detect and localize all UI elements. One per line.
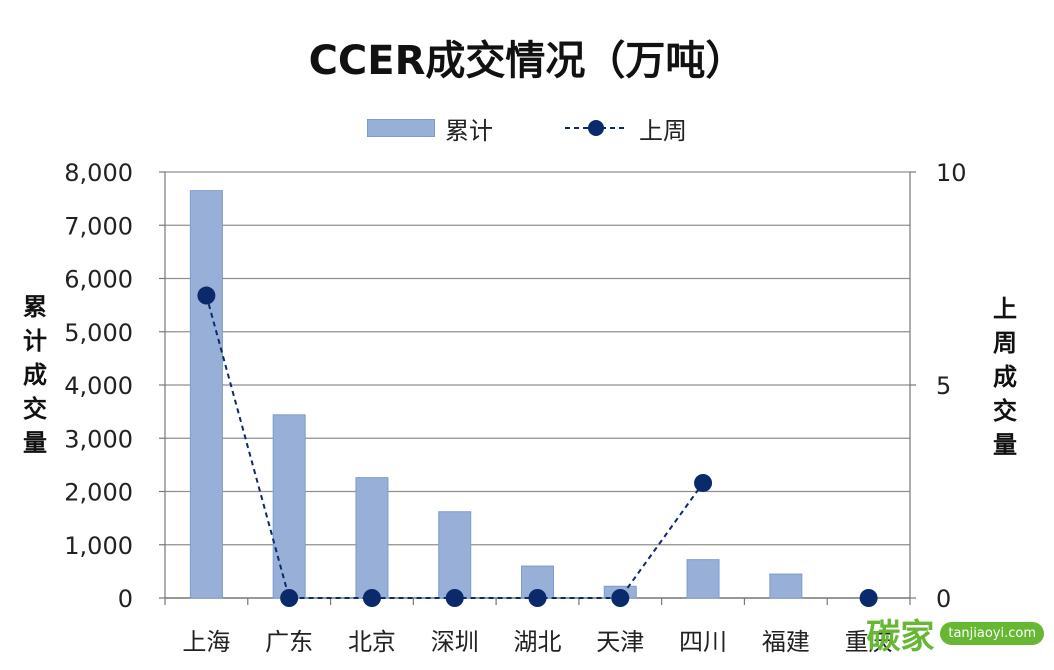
- legend-label-cumulative: 累计: [445, 116, 493, 145]
- right-axis-title-char: 交: [993, 397, 1017, 425]
- left-tick-label: 8,000: [64, 159, 133, 187]
- chart-title: CCER成交情况（万吨）: [308, 38, 746, 84]
- right-tick-label: 5: [936, 372, 951, 400]
- bar: [521, 565, 554, 599]
- x-tick-label: 广东: [265, 628, 313, 656]
- bar: [686, 559, 720, 599]
- left-tick-label: 0: [118, 585, 133, 613]
- line-point: [445, 589, 464, 607]
- x-tick-label: 上海: [182, 628, 230, 656]
- right-axis-title-char: 量: [993, 431, 1017, 459]
- bar: [769, 573, 803, 599]
- left-tick-label: 1,000: [64, 532, 133, 560]
- bar: [189, 190, 223, 599]
- right-axis-title: 上周成交量: [990, 292, 1020, 462]
- right-axis-title-char: 上: [993, 295, 1017, 323]
- legend-label-last-week: 上周: [639, 116, 687, 145]
- left-axis-title-char: 计: [23, 327, 47, 355]
- x-tick-label: 深圳: [431, 628, 479, 656]
- left-tick-label: 2,000: [64, 479, 133, 507]
- left-tick-label: 6,000: [64, 266, 133, 294]
- x-tick-label: 天津: [596, 628, 644, 656]
- x-tick-label: 福建: [762, 628, 810, 656]
- bar: [272, 414, 306, 599]
- bar: [355, 477, 389, 599]
- bar: [438, 511, 472, 599]
- right-axis-title-char: 成: [993, 363, 1017, 391]
- line-point: [280, 589, 299, 607]
- line-point: [528, 589, 547, 607]
- legend-item-cumulative: 累计: [367, 111, 493, 146]
- bar: [603, 585, 637, 599]
- line-point: [197, 286, 216, 305]
- watermark-logo: 碳家 tanjiaoyi.com: [866, 609, 1044, 658]
- line-point: [694, 473, 713, 492]
- left-tick-label: 5,000: [64, 319, 133, 347]
- line-point: [859, 589, 878, 607]
- watermark-text: 碳家: [866, 617, 935, 657]
- legend: 累计 上周: [0, 110, 1054, 146]
- x-tick-label: 四川: [679, 628, 727, 656]
- left-tick-label: 4,000: [64, 372, 133, 400]
- left-tick-label: 7,000: [64, 212, 133, 240]
- legend-bar-swatch: [367, 119, 435, 137]
- right-axis-title-char: 周: [993, 329, 1017, 357]
- x-tick-label: 北京: [348, 628, 396, 656]
- left-axis-title-char: 累: [23, 293, 47, 321]
- left-axis-title-char: 成: [23, 361, 47, 389]
- left-tick-label: 3,000: [64, 425, 133, 453]
- legend-line-swatch: [565, 120, 627, 136]
- line-point: [611, 589, 630, 607]
- left-axis-title: 累计成交量: [20, 290, 50, 460]
- x-tick-label: 湖北: [514, 628, 562, 656]
- watermark-badge: tanjiaoyi.com: [940, 622, 1044, 645]
- left-axis-title-char: 交: [23, 395, 47, 423]
- left-axis-title-char: 量: [23, 429, 47, 457]
- right-tick-label: 10: [936, 159, 967, 187]
- series-line: [205, 295, 704, 599]
- legend-item-last-week: 上周: [563, 111, 687, 146]
- line-point: [362, 589, 381, 607]
